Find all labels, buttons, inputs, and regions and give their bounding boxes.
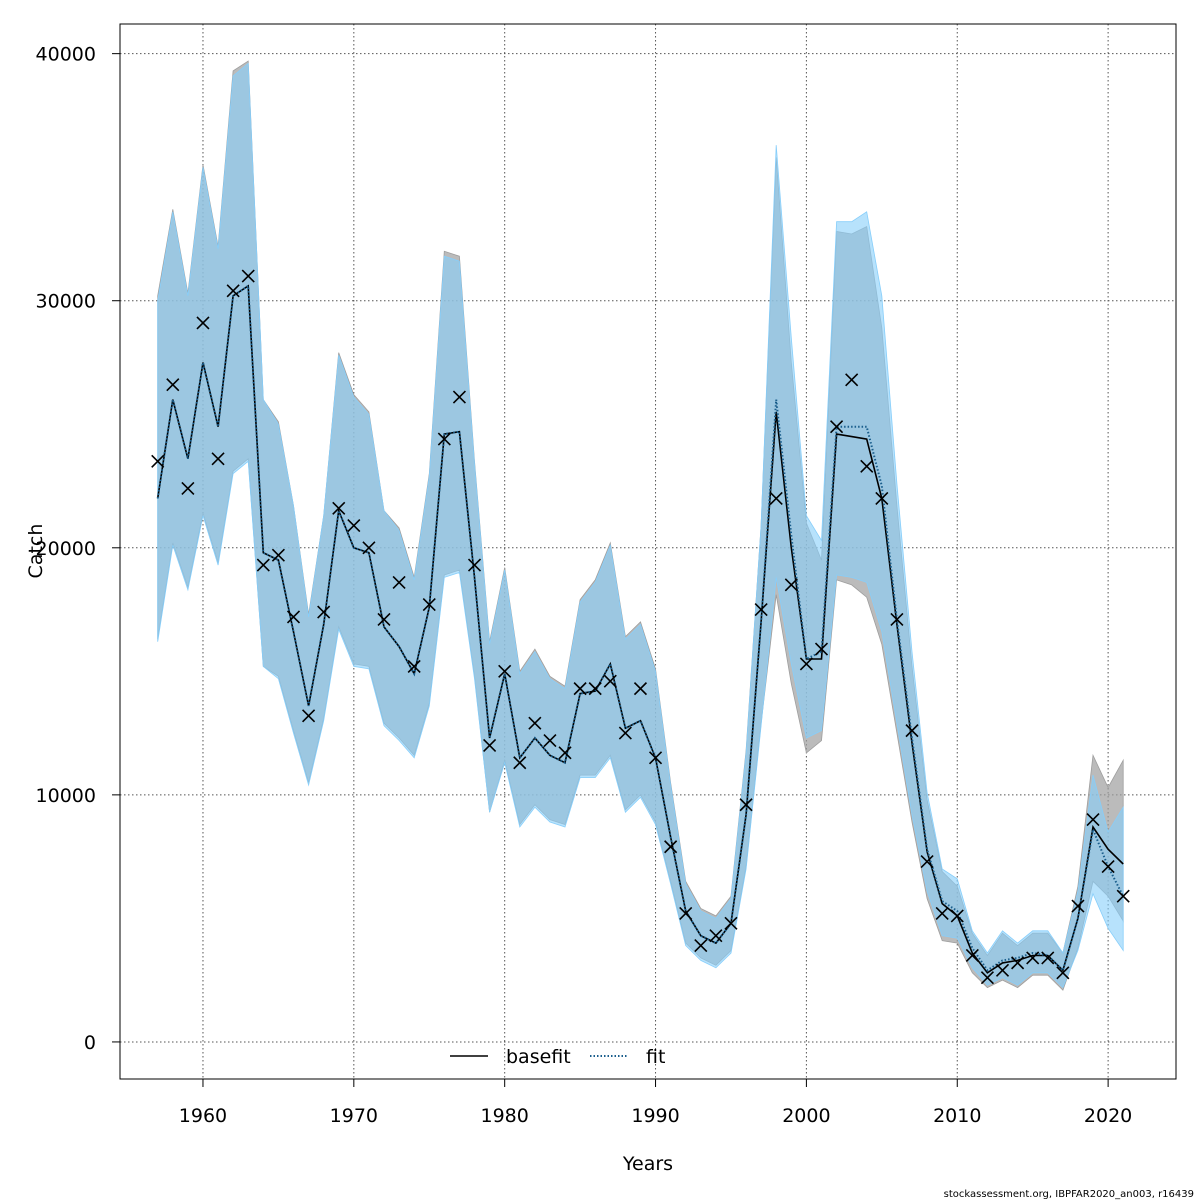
observation-point-2016	[1041, 951, 1055, 965]
x-tick-label-2020: 2020	[1084, 1105, 1132, 1127]
observation-point-1973	[392, 575, 406, 589]
observation-point-1974	[407, 659, 421, 673]
x-axis: 1960 1970 1980 1990 2000 2010 2020	[179, 1078, 1132, 1127]
y-tick-label-20000: 20000	[36, 538, 96, 560]
observation-point-1972	[377, 612, 391, 627]
observation-point-1969	[332, 501, 346, 515]
observation-point-1983	[543, 733, 557, 748]
confidence-bands	[157, 60, 1124, 991]
x-tick-label-2010: 2010	[933, 1105, 981, 1127]
observation-point-2001	[814, 642, 829, 656]
x-axis-title: Years	[622, 1153, 673, 1175]
observation-point-2010	[950, 909, 964, 923]
observation-point-2007	[905, 724, 919, 738]
observation-point-1999	[784, 578, 798, 592]
observation-point-2005	[875, 491, 889, 505]
observation-point-1982	[528, 716, 542, 730]
x-tick-label-1960: 1960	[179, 1105, 227, 1127]
observation-point-2012	[980, 971, 994, 985]
x-tick-label-2000: 2000	[782, 1105, 830, 1127]
observation-point-2002	[830, 420, 844, 434]
observation-point-1962	[226, 284, 240, 298]
observation-point-2004	[860, 459, 874, 473]
observation-point-1994	[709, 929, 723, 943]
x-tick-label-1970: 1970	[330, 1105, 378, 1127]
observation-point-1981	[513, 756, 527, 770]
observation-point-1998	[769, 491, 783, 505]
y-tick-label-0: 0	[84, 1032, 96, 1054]
observation-point-1960	[196, 316, 210, 330]
observation-point-1957	[151, 454, 165, 468]
observation-point-1984	[558, 746, 572, 760]
observation-point-1988	[618, 726, 632, 740]
observation-point-1987	[603, 674, 617, 688]
legend-label-basefit: basefit	[506, 1046, 571, 1068]
observation-point-1970	[347, 518, 361, 533]
observation-point-1980	[498, 664, 512, 678]
basefit-confidence-band	[157, 60, 1124, 991]
observation-point-1959	[181, 481, 195, 496]
observation-point-1958	[166, 378, 180, 392]
observation-point-1990	[648, 751, 663, 765]
y-axis: 0 10000 20000 30000 40000	[36, 44, 121, 1054]
observation-point-2011	[965, 948, 979, 963]
observation-point-1979	[483, 738, 497, 753]
y-tick-label-40000: 40000	[36, 44, 96, 66]
observation-point-2017	[1056, 966, 1070, 980]
observation-point-2013	[995, 963, 1010, 977]
y-tick-label-30000: 30000	[36, 291, 96, 313]
observation-point-2018	[1071, 899, 1085, 913]
basefit-line	[156, 284, 1124, 974]
observation-point-1996	[739, 798, 753, 812]
observation-point-1991	[664, 840, 678, 854]
observation-point-2003	[845, 373, 859, 387]
y-tick-label-10000: 10000	[36, 785, 96, 807]
observation-point-1985	[573, 682, 587, 696]
observation-point-1968	[317, 605, 331, 619]
observation-point-1976	[437, 432, 451, 446]
x-tick-label-1980: 1980	[481, 1105, 529, 1127]
observation-point-1995	[724, 916, 738, 930]
observation-markers	[151, 269, 1130, 985]
observation-point-1967	[302, 709, 316, 723]
observation-point-1971	[362, 541, 376, 555]
observation-point-1975	[422, 598, 436, 612]
observation-point-1961	[211, 452, 225, 466]
observation-point-1986	[588, 682, 602, 696]
observation-point-1989	[633, 682, 648, 696]
observation-point-1965	[271, 548, 285, 562]
observation-point-2019	[1086, 813, 1100, 827]
observation-point-1992	[679, 906, 693, 921]
observation-point-2006	[890, 612, 904, 627]
y-axis-title: Catch	[25, 524, 47, 579]
observation-point-1978	[467, 558, 482, 572]
observation-point-1966	[286, 610, 301, 624]
observation-point-1977	[452, 390, 466, 404]
footer-credit: stockassessment.org, IBPFAR2020_an003, r…	[944, 1189, 1194, 1200]
observation-point-2021	[1116, 889, 1130, 903]
x-tick-label-1990: 1990	[631, 1105, 679, 1127]
observation-point-1963	[241, 269, 255, 283]
observation-point-2008	[920, 855, 934, 869]
observation-point-1964	[256, 558, 270, 572]
observation-point-2014	[1011, 956, 1025, 970]
observation-point-1997	[754, 602, 768, 617]
legend-label-fit: fit	[646, 1046, 665, 1068]
fit-confidence-band	[157, 62, 1124, 989]
fit-lines	[156, 284, 1125, 974]
observation-point-2009	[935, 906, 949, 921]
legend: basefit fit	[450, 1046, 665, 1068]
observation-point-2015	[1026, 951, 1040, 965]
observation-point-2000	[799, 657, 813, 671]
observation-point-2020	[1101, 859, 1115, 874]
observation-point-1993	[694, 939, 708, 953]
